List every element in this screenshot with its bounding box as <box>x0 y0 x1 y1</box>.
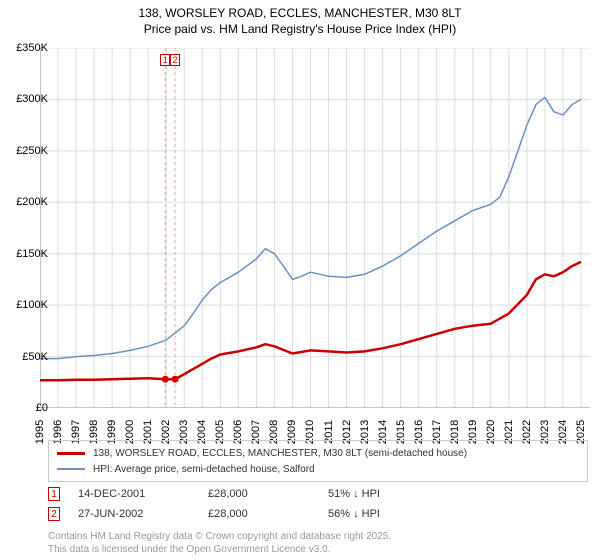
legend-label-hpi: HPI: Average price, semi-detached house,… <box>93 464 315 475</box>
attribution-line-1: Contains HM Land Registry data © Crown c… <box>48 530 391 543</box>
attribution: Contains HM Land Registry data © Crown c… <box>48 530 391 556</box>
event-delta-2: 56% ↓ HPI <box>328 508 448 520</box>
legend-swatch-price <box>57 452 85 455</box>
chart-container: { "title": { "line1": "138, WORSLEY ROAD… <box>0 0 600 560</box>
title-line-1: 138, WORSLEY ROAD, ECCLES, MANCHESTER, M… <box>0 6 600 22</box>
y-axis-tick-label: £350K <box>16 42 48 54</box>
event-row-2: 2 27-JUN-2002 £28,000 56% ↓ HPI <box>48 504 448 524</box>
event-marker-1: 1 <box>48 487 60 501</box>
event-date-1: 14-DEC-2001 <box>78 488 208 500</box>
event-price-1: £28,000 <box>208 488 328 500</box>
y-axis-tick-label: £250K <box>16 145 48 157</box>
attribution-line-2: This data is licensed under the Open Gov… <box>48 543 391 556</box>
x-axis-tick-label: 1995 <box>34 420 46 444</box>
y-axis-tick-label: £200K <box>16 196 48 208</box>
legend-label-price: 138, WORSLEY ROAD, ECCLES, MANCHESTER, M… <box>93 448 467 459</box>
event-date-2: 27-JUN-2002 <box>78 508 208 520</box>
y-axis-tick-label: £100K <box>16 299 48 311</box>
chart-plot-area <box>40 48 590 408</box>
y-axis-tick-label: £150K <box>16 248 48 260</box>
legend: 138, WORSLEY ROAD, ECCLES, MANCHESTER, M… <box>48 440 588 482</box>
y-axis-tick-label: £50K <box>22 351 48 363</box>
chart-event-marker: 2 <box>170 54 180 66</box>
event-price-2: £28,000 <box>208 508 328 520</box>
y-axis-tick-label: £0 <box>36 402 48 414</box>
chart-event-marker: 1 <box>160 54 170 66</box>
sale-events: 1 14-DEC-2001 £28,000 51% ↓ HPI 2 27-JUN… <box>48 484 448 524</box>
legend-row-price: 138, WORSLEY ROAD, ECCLES, MANCHESTER, M… <box>57 445 579 461</box>
event-row-1: 1 14-DEC-2001 £28,000 51% ↓ HPI <box>48 484 448 504</box>
chart-svg <box>40 48 590 408</box>
title-line-2: Price paid vs. HM Land Registry's House … <box>0 22 600 38</box>
chart-title: 138, WORSLEY ROAD, ECCLES, MANCHESTER, M… <box>0 0 600 39</box>
event-marker-2: 2 <box>48 507 60 521</box>
legend-row-hpi: HPI: Average price, semi-detached house,… <box>57 461 579 477</box>
y-axis-tick-label: £300K <box>16 93 48 105</box>
event-delta-1: 51% ↓ HPI <box>328 488 448 500</box>
legend-swatch-hpi <box>57 468 85 470</box>
